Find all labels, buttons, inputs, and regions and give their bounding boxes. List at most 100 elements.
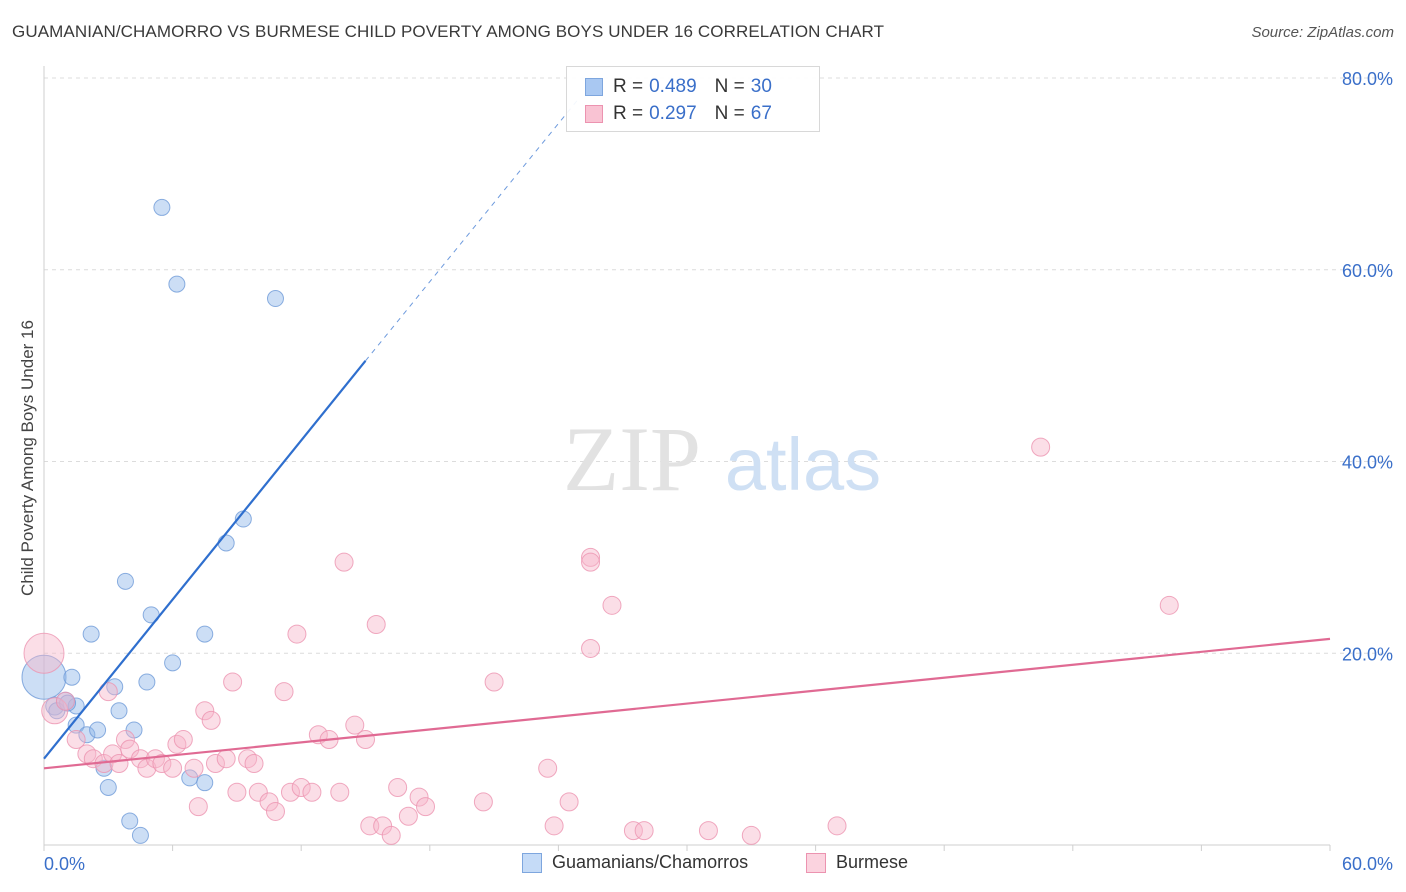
- burmese-point: [227, 782, 247, 802]
- legend-swatch-burmese: [806, 852, 826, 873]
- burmese-point: [356, 730, 375, 750]
- y-tick-label: 80.0%: [1342, 69, 1393, 89]
- burmese-point: [634, 821, 654, 841]
- legend-label: Burmese: [836, 852, 909, 872]
- burmese-point: [223, 672, 243, 692]
- burmese-point: [538, 758, 558, 778]
- y-tick-label: 40.0%: [1342, 453, 1393, 473]
- guamanian-point: [78, 726, 96, 744]
- guamanian-point: [266, 290, 284, 308]
- burmese-point: [334, 552, 354, 572]
- burmese-point: [120, 739, 140, 759]
- burmese-point: [388, 777, 408, 797]
- guamanian-point: [138, 673, 156, 691]
- guamanian-trend-extension: [365, 96, 581, 362]
- burmese-point: [581, 547, 601, 567]
- burmese-point: [409, 787, 429, 807]
- n-label: N =: [714, 103, 745, 124]
- r-label: R =: [613, 103, 644, 124]
- burmese-point: [366, 614, 386, 634]
- guamanian-point: [89, 721, 107, 739]
- guamanian-point: [99, 778, 117, 796]
- burmese-point: [602, 595, 622, 615]
- burmese-point: [23, 632, 65, 674]
- data-points: [21, 198, 1179, 845]
- correlation-stats-box: R = 0.489 N = 30 R = 0.297 N = 67: [566, 66, 820, 132]
- burmese-point: [66, 730, 86, 750]
- burmese-point: [201, 710, 221, 730]
- guamanian-point: [164, 654, 182, 672]
- legend-swatch-guamanian: [522, 852, 542, 873]
- burmese-point: [291, 777, 311, 797]
- guamanian-point: [121, 812, 139, 830]
- n-value: 30: [750, 76, 772, 97]
- burmese-point: [581, 552, 601, 572]
- guamanian-point: [168, 275, 186, 293]
- n-label: N =: [714, 76, 745, 97]
- gridlines: [44, 77, 1392, 654]
- r-value: 0.489: [649, 76, 697, 97]
- watermark: ZIP atlas: [563, 408, 881, 510]
- burmese-point: [184, 758, 204, 778]
- guamanian-point: [67, 716, 85, 734]
- guamanian-point: [110, 702, 128, 720]
- n-value: 67: [750, 103, 772, 124]
- burmese-point: [248, 782, 268, 802]
- burmese-point: [280, 782, 300, 802]
- burmese-point: [287, 624, 307, 644]
- burmese-point: [544, 816, 564, 836]
- y-tick-label: 20.0%: [1342, 644, 1393, 664]
- guamanian-point: [196, 625, 214, 643]
- burmese-point: [416, 797, 436, 817]
- burmese-point: [195, 701, 215, 721]
- x-tick-label: 0.0%: [44, 854, 85, 874]
- source-label: Source: ZipAtlas.com: [1251, 24, 1394, 41]
- burmese-point: [398, 806, 418, 826]
- legend-item-guamanian[interactable]: Guamanians/Chamorros: [522, 852, 748, 873]
- guamanian-point: [131, 826, 149, 844]
- burmese-point: [698, 821, 718, 841]
- guamanian-point: [63, 668, 81, 686]
- watermark-zip: ZIP: [563, 408, 701, 510]
- burmese-point: [1159, 595, 1179, 615]
- burmese-point: [244, 754, 264, 774]
- burmese-point: [1031, 437, 1051, 457]
- burmese-point: [216, 749, 236, 769]
- burmese-point: [302, 782, 322, 802]
- stats-swatch-guamanian: [585, 78, 603, 96]
- burmese-point: [109, 754, 129, 774]
- burmese-point: [827, 816, 847, 836]
- r-value: 0.297: [649, 103, 697, 124]
- x-tick-label: 60.0%: [1342, 854, 1393, 874]
- burmese-point: [259, 792, 279, 812]
- burmese-point: [484, 672, 504, 692]
- guamanian-point: [196, 774, 214, 792]
- guamanian-point: [153, 198, 171, 216]
- tick-labels: 20.0% 40.0% 60.0% 80.0% 0.0% 60.0%: [44, 69, 1393, 874]
- guamanian-point: [82, 625, 100, 643]
- burmese-point: [188, 797, 208, 817]
- burmese-point: [581, 638, 601, 658]
- burmese-point: [330, 782, 350, 802]
- legend-label: Guamanians/Chamorros: [552, 852, 749, 872]
- guamanian-trend-line: [43, 360, 367, 760]
- burmese-trend-line: [43, 637, 1331, 770]
- stats-row-guamanian: R = 0.489 N = 30: [585, 74, 772, 100]
- trend-lines: [43, 96, 1331, 770]
- burmese-point: [559, 792, 579, 812]
- axes: [43, 66, 1331, 851]
- burmese-point: [741, 825, 761, 845]
- legend-item-burmese[interactable]: Burmese: [806, 852, 908, 873]
- guamanian-point: [21, 654, 67, 700]
- burmese-point: [152, 754, 172, 774]
- y-tick-label: 60.0%: [1342, 261, 1393, 281]
- r-label: R =: [613, 76, 644, 97]
- burmese-point: [265, 801, 285, 821]
- burmese-point: [381, 825, 401, 845]
- burmese-point: [345, 715, 365, 735]
- burmese-point: [163, 758, 183, 778]
- legend: Guamanians/Chamorros Burmese: [0, 852, 1406, 876]
- burmese-point: [173, 730, 193, 750]
- stats-row-burmese: R = 0.297 N = 67: [585, 101, 772, 127]
